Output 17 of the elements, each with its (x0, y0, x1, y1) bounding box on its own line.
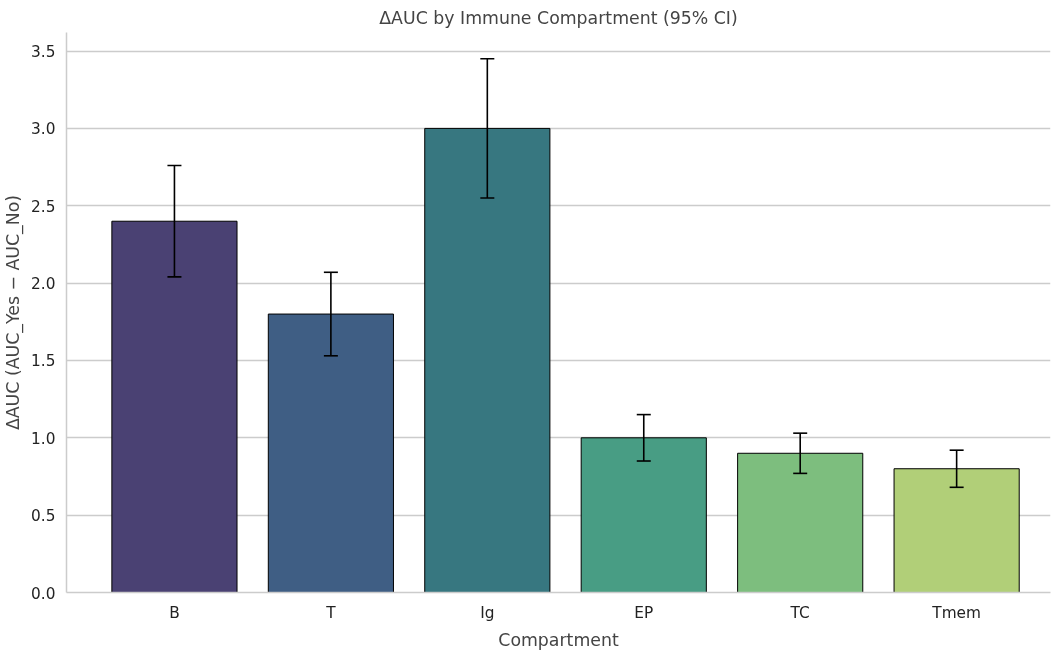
y-tick-label: 0.5 (31, 507, 56, 526)
x-tick-label: TC (789, 603, 810, 622)
y-tick-label: 0.0 (31, 584, 56, 603)
y-tick-label: 1.0 (31, 429, 56, 448)
x-tick-label: EP (634, 603, 654, 622)
y-tick-label: 3.5 (31, 43, 56, 62)
x-tick-label: Tmem (931, 603, 981, 622)
x-axis-title: Compartment (498, 629, 619, 650)
x-tick-label: Ig (480, 603, 495, 622)
x-tick-label: B (169, 603, 180, 622)
y-tick-label: 2.5 (31, 197, 56, 216)
x-tick-label: T (325, 603, 337, 622)
y-tick-label: 2.0 (31, 275, 56, 294)
y-tick-label: 3.0 (31, 120, 56, 139)
y-tick-label: 1.5 (31, 352, 56, 371)
chart-title: ΔAUC by Immune Compartment (95% CI) (379, 7, 738, 28)
y-axis-title: ΔAUC (AUC_Yes − AUC_No) (3, 194, 25, 431)
